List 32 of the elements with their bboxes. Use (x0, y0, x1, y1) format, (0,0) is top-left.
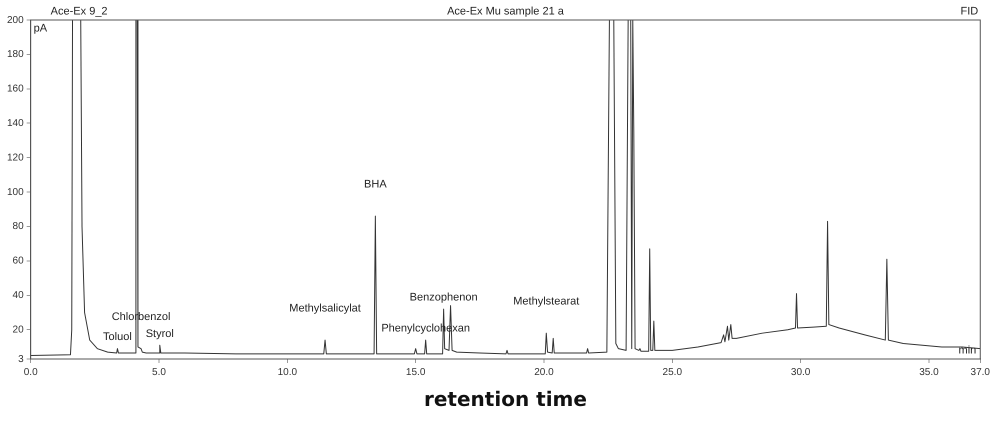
y-tick-label: 60 (12, 256, 24, 267)
y-tick-label: 80 (12, 221, 24, 232)
x-tick-label: 20.0 (534, 366, 554, 378)
x-tick-label: 10.0 (278, 366, 298, 378)
annotation: Methylstearat (513, 296, 580, 308)
chart-subtitle: Ace-Ex 9_2 (50, 6, 108, 18)
annotation: Toluol (103, 331, 132, 344)
x-tick-label: 37.0 (970, 366, 990, 378)
chart-title: Ace-Ex Mu sample 21 a (447, 6, 565, 18)
y-tick-label: 40 (12, 290, 24, 302)
y-tick-label: 120 (6, 152, 24, 164)
annotation: min (958, 344, 976, 357)
annotation: Benzophenon (410, 292, 478, 304)
y-tick-label: 20 (12, 324, 24, 336)
annotation: Styrol (146, 328, 174, 340)
annotation: BHA (364, 178, 388, 191)
x-tick-label: 15.0 (406, 366, 426, 378)
x-axis-title: retention time (424, 387, 587, 412)
y-tick-label: 100 (6, 186, 24, 198)
x-tick-label: 30.0 (790, 366, 811, 378)
y-tick-label: 180 (6, 49, 24, 60)
x-tick-label: 35.0 (919, 366, 940, 378)
y-tick-label: 140 (6, 118, 24, 129)
x-tick-label: 0.0 (24, 366, 38, 378)
y-tick-label: 160 (6, 84, 24, 95)
y-tick-label: 3 (18, 354, 24, 365)
annotation: Methylsalicylat (289, 302, 361, 315)
x-tick-label: 25.0 (662, 366, 682, 378)
y-tick-label: 200 (6, 14, 24, 26)
text: FID (960, 6, 978, 18)
x-tick-label: 5.0 (152, 366, 166, 378)
y-axis-title: pA (34, 22, 48, 35)
